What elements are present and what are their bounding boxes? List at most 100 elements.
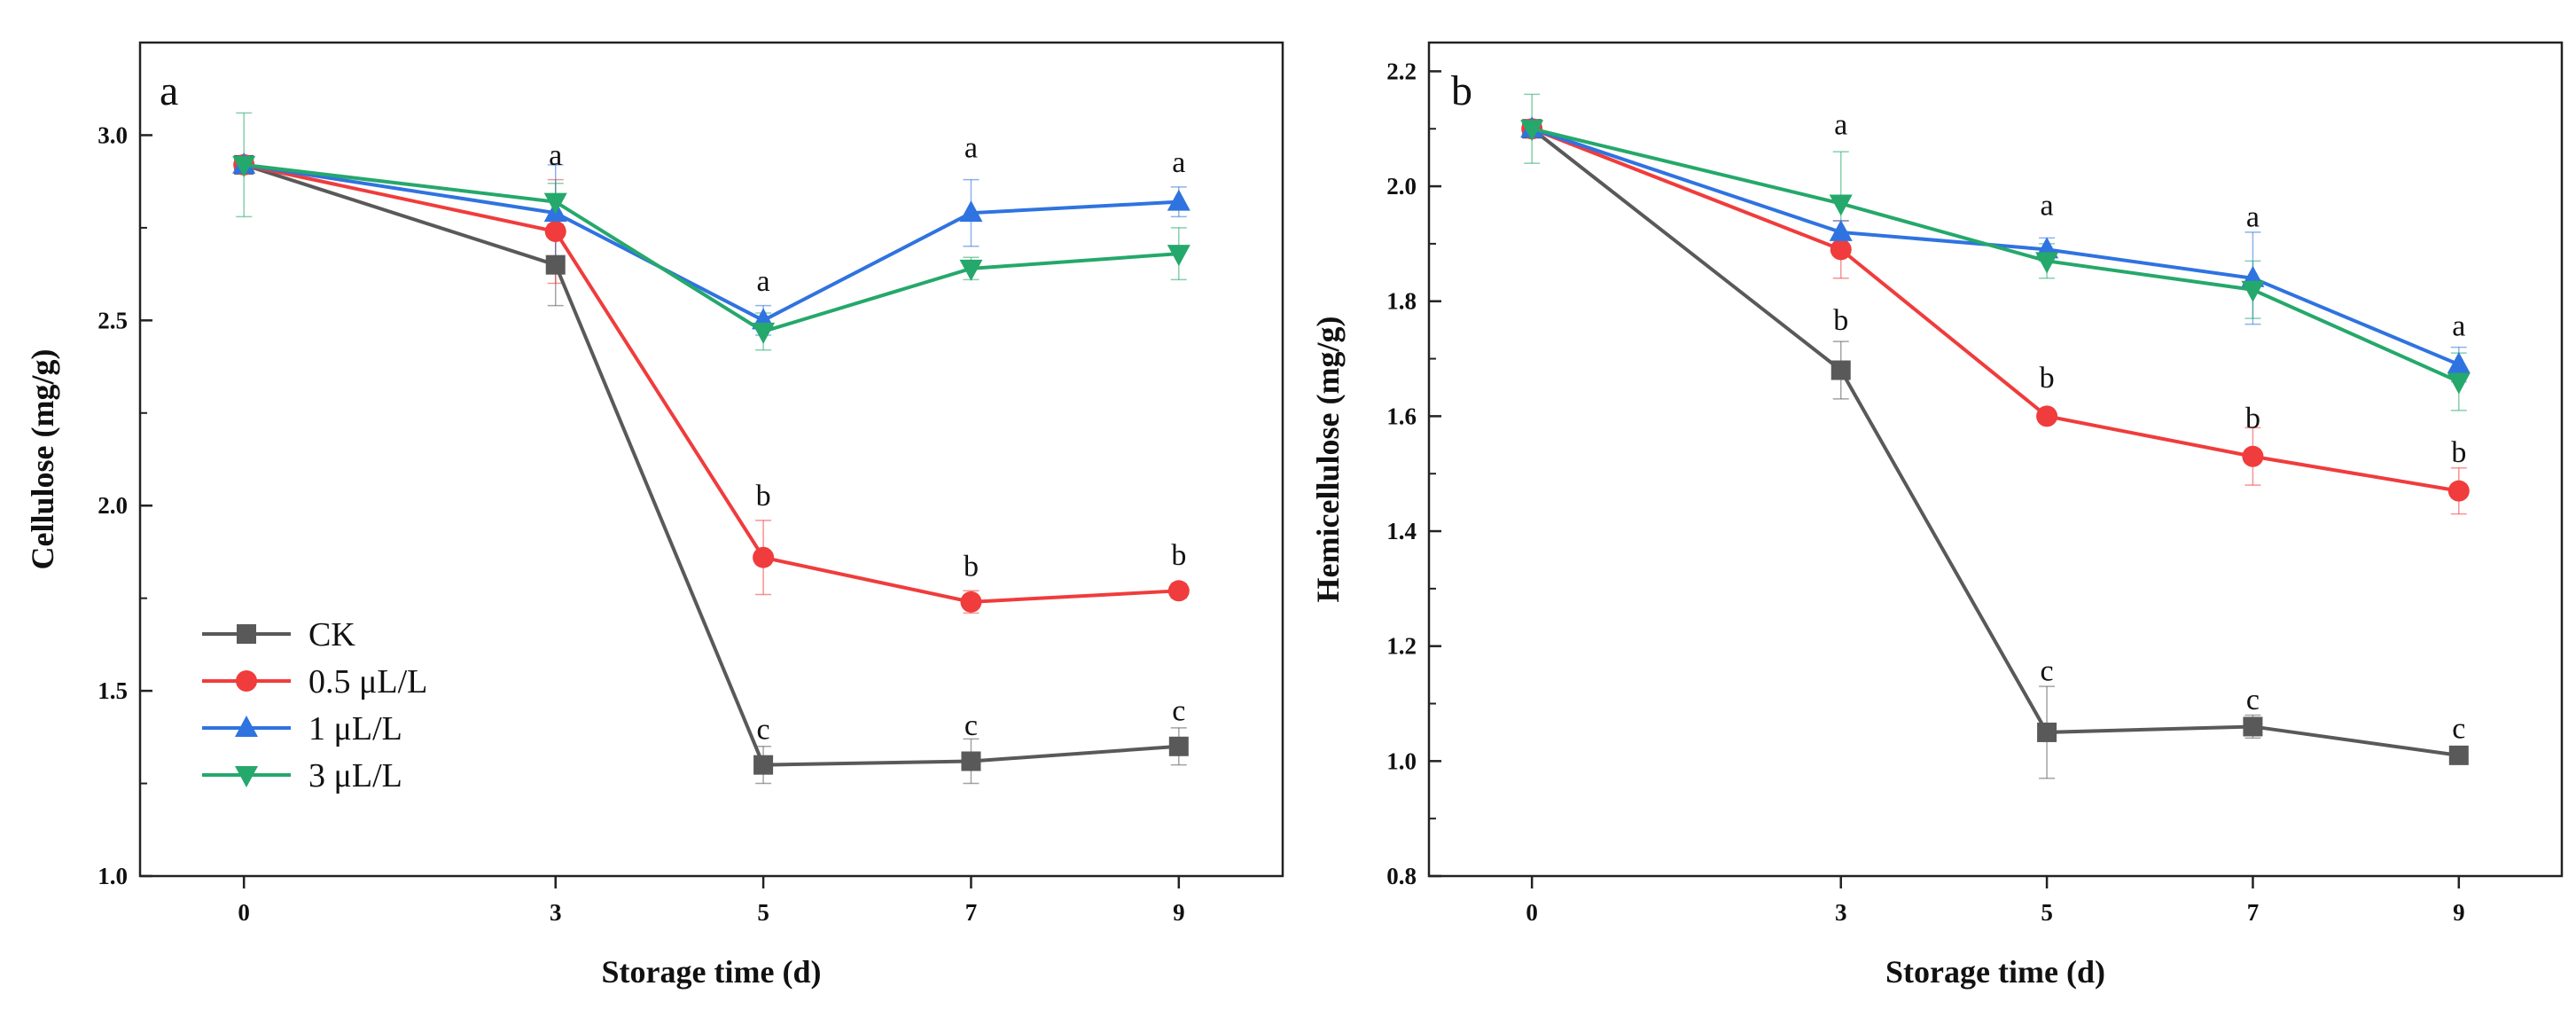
- significance-letter: a: [2246, 200, 2260, 233]
- panel-b-hemicellulose-chart: 0.8 1.0 1.2 1.4 1.6 1.8 2.0 2.2 0 3 5 7 9 Storage tim…: [1310, 41, 2564, 990]
- significance-letter: c: [2246, 684, 2260, 716]
- data-point-3-ul-l: [1829, 194, 1853, 216]
- data-point-3-ul-l: [752, 322, 776, 344]
- data-point-0-5-ul-l: [2036, 405, 2058, 427]
- error-bars-3-ul-l: [1524, 93, 2467, 411]
- data-point-1-ul-l: [2447, 352, 2471, 374]
- data-point-3-ul-l: [2447, 372, 2471, 395]
- data-point-0-5-ul-l: [960, 591, 982, 613]
- legend-label: 0.5 μL/L: [308, 663, 427, 700]
- panel-label: b: [1451, 67, 1472, 114]
- x-tick-label: 5: [757, 899, 769, 926]
- data-point-ck: [753, 755, 774, 775]
- legend-entry-ck: CK: [202, 616, 355, 653]
- legend-marker: [236, 670, 257, 692]
- error-bars-0-5-ul-l: [547, 178, 1187, 614]
- series-3-ul-l: [1520, 120, 2471, 395]
- significance-letter: a: [549, 139, 562, 172]
- significance-letter: a: [757, 265, 770, 298]
- legend: CK 0.5 μL/L 1 μL/L 3 μL/L: [202, 616, 427, 794]
- data-point-3-ul-l: [959, 259, 983, 281]
- significance-letter: c: [2452, 712, 2465, 745]
- significance-letter: b: [2451, 436, 2466, 469]
- data-point-0-5-ul-l: [1830, 239, 1852, 261]
- y-tick-label: 0.8: [1386, 863, 1417, 889]
- significance-letter: b: [1171, 539, 1186, 572]
- series-ck: [1522, 119, 2469, 765]
- legend-label: CK: [308, 616, 355, 653]
- error-bars-1-ul-l: [1832, 220, 2467, 383]
- y-tick-label: 1.0: [98, 863, 128, 889]
- x-tick-label: 9: [1173, 899, 1185, 926]
- series-line-0-5-ul-l: [243, 162, 1179, 604]
- data-point-1-ul-l: [959, 200, 983, 223]
- data-point-ck: [545, 254, 566, 275]
- x-axis-title: Storage time (d): [1885, 954, 2105, 990]
- data-point-ck: [1831, 360, 1851, 380]
- data-point-0-5-ul-l: [2447, 480, 2470, 502]
- legend-entry-0-5-ul-l: 0.5 μL/L: [202, 663, 427, 700]
- legend-label: 3 μL/L: [308, 757, 402, 794]
- significance-letter: c: [757, 713, 770, 746]
- y-tick-label: 1.8: [1386, 288, 1417, 315]
- significance-letter: b: [756, 480, 771, 513]
- y-tick-label: 1.6: [1386, 403, 1417, 429]
- significance-letter: b: [1833, 304, 1848, 337]
- significance-letter: b: [964, 551, 979, 583]
- y-tick-label: 1.2: [1386, 633, 1417, 660]
- x-tick-label: 7: [2247, 899, 2260, 926]
- legend-marker: [237, 624, 256, 644]
- x-tick-label: 0: [238, 899, 250, 926]
- series-0-5-ul-l: [233, 153, 1190, 613]
- significance-letter: c: [1172, 695, 1185, 728]
- y-tick-label: 1.5: [98, 677, 128, 704]
- legend-label: 1 μL/L: [308, 710, 402, 747]
- y-tick-label: 3.0: [98, 121, 128, 148]
- data-point-3-ul-l: [232, 155, 256, 177]
- data-point-ck: [2448, 745, 2469, 765]
- y-tick-label: 1.0: [1386, 747, 1417, 774]
- series-3-ul-l: [232, 155, 1190, 344]
- significance-letter: a: [1834, 109, 1847, 142]
- data-point-ck: [2243, 716, 2263, 737]
- error-bars-ck: [547, 223, 1187, 785]
- y-tick-label: 2.2: [1386, 58, 1417, 84]
- error-bars-ck: [1832, 340, 2467, 779]
- panel-label: a: [160, 67, 178, 114]
- significance-letter: a: [964, 132, 978, 165]
- plot-frame: [1427, 41, 2564, 878]
- x-tick-label: 7: [965, 899, 978, 926]
- y-tick-label: 1.4: [1386, 518, 1417, 544]
- significance-letter: c: [964, 709, 978, 742]
- data-point-3-ul-l: [1520, 120, 1544, 142]
- y-tick-label: 2.0: [1386, 173, 1417, 200]
- legend-marker: [235, 716, 258, 737]
- legend-entry-1-ul-l: 1 μL/L: [202, 710, 402, 747]
- significance-letter: a: [2041, 189, 2054, 222]
- legend-marker: [235, 766, 258, 787]
- significance-letter: b: [2245, 402, 2260, 434]
- legend-entry-3-ul-l: 3 μL/L: [202, 757, 402, 794]
- error-bars-1-ul-l: [547, 164, 1187, 336]
- data-point-1-ul-l: [1167, 189, 1190, 211]
- significance-letter: b: [2040, 362, 2055, 395]
- series-line-0-5-ul-l: [1531, 127, 2460, 493]
- data-point-ck: [961, 751, 981, 771]
- data-point-0-5-ul-l: [753, 546, 775, 568]
- series-line-3-ul-l: [243, 162, 1179, 334]
- data-point-3-ul-l: [1167, 245, 1190, 267]
- y-axis-title: Hemicellulose (mg/g): [1310, 317, 1346, 603]
- x-tick-label: 3: [550, 899, 562, 926]
- y-tick-label: 2.0: [98, 492, 128, 519]
- data-point-0-5-ul-l: [2242, 445, 2264, 467]
- significance-letter: c: [2041, 655, 2054, 688]
- x-tick-label: 9: [2453, 899, 2465, 926]
- y-axis-title: Cellulose (mg/g): [25, 349, 60, 570]
- data-point-3-ul-l: [2035, 252, 2059, 274]
- data-point-0-5-ul-l: [1167, 580, 1190, 602]
- x-tick-label: 5: [2041, 899, 2053, 926]
- data-point-ck: [2037, 722, 2057, 742]
- panel-a-cellulose-chart: 1.0 1.5 2.0 2.5 3.0 0 3 5 7 9 Storage time (d) Cell…: [25, 41, 1284, 990]
- plot-frame: [138, 41, 1284, 878]
